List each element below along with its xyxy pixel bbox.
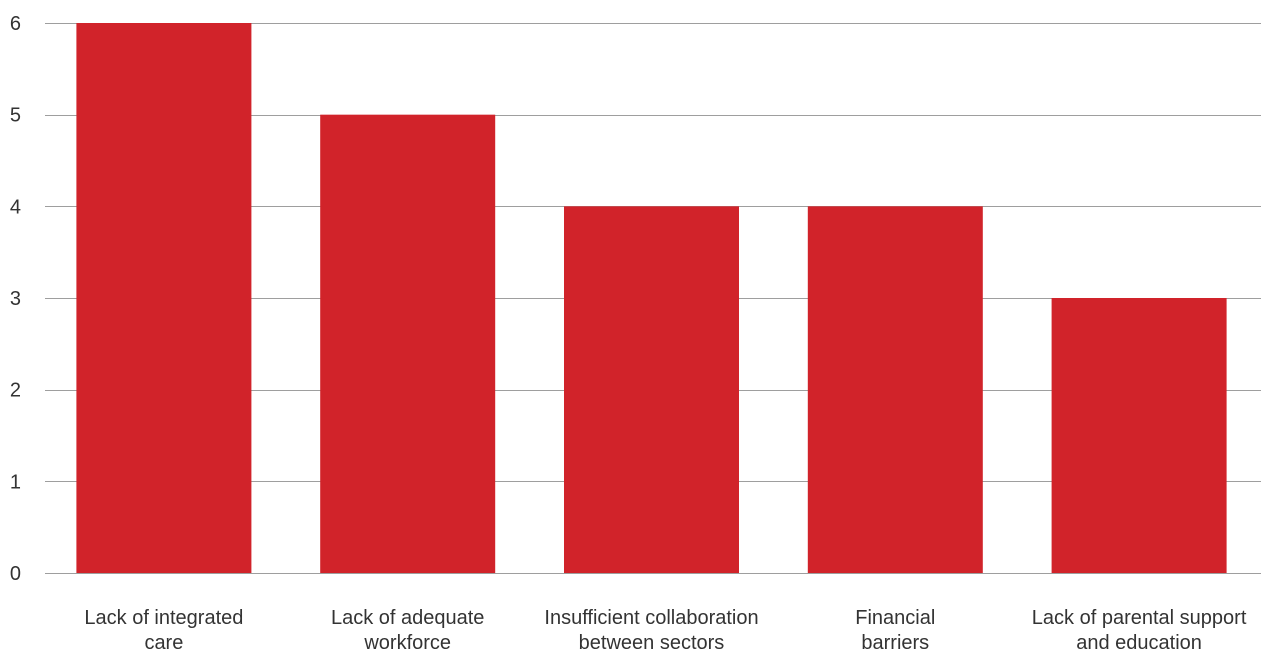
x-tick-label-3: Financial barriers bbox=[855, 607, 935, 654]
bar-3 bbox=[807, 206, 983, 574]
y-tick-label-6: 6 bbox=[10, 13, 21, 35]
y-tick-label-0: 0 bbox=[10, 563, 21, 585]
x-tick-label-2-line-0: Insufficient collaboration bbox=[544, 607, 758, 629]
y-tick-label-3: 3 bbox=[10, 288, 21, 310]
x-tick-label-2-line-1: between sectors bbox=[579, 632, 725, 654]
y-tick-label-4: 4 bbox=[10, 196, 21, 218]
x-tick-label-4-line-0: Lack of parental support bbox=[1032, 607, 1247, 629]
y-tick-label-5: 5 bbox=[10, 105, 21, 127]
x-tick-label-0-line-1: care bbox=[144, 632, 183, 654]
bar-1 bbox=[320, 114, 496, 574]
x-tick-label-3-line-0: Financial bbox=[855, 607, 935, 629]
x-tick-label-0-line-0: Lack of integrated bbox=[84, 607, 243, 629]
bars bbox=[76, 23, 1227, 574]
x-tick-label-0: Lack of integrated care bbox=[84, 607, 243, 654]
bar-2 bbox=[564, 206, 739, 574]
y-axis-tick-labels: 0 1 2 3 4 5 6 bbox=[10, 13, 21, 585]
bar-0 bbox=[76, 23, 252, 573]
y-tick-label-2: 2 bbox=[10, 380, 21, 402]
x-tick-label-1: Lack of adequate workforce bbox=[331, 607, 484, 654]
x-tick-label-4: Lack of parental support and education bbox=[1032, 607, 1247, 654]
bar-4 bbox=[1051, 298, 1227, 573]
x-axis-tick-labels: Lack of integrated care Lack of adequate wo… bbox=[84, 607, 1246, 654]
y-tick-label-1: 1 bbox=[10, 471, 21, 493]
x-tick-label-1-line-1: workforce bbox=[363, 632, 451, 654]
x-tick-label-3-line-1: barriers bbox=[861, 632, 929, 654]
x-tick-label-4-line-1: and education bbox=[1076, 632, 1202, 654]
x-tick-label-1-line-0: Lack of adequate bbox=[331, 607, 484, 629]
x-tick-label-2: Insufficient collaboration between sector… bbox=[544, 607, 758, 654]
